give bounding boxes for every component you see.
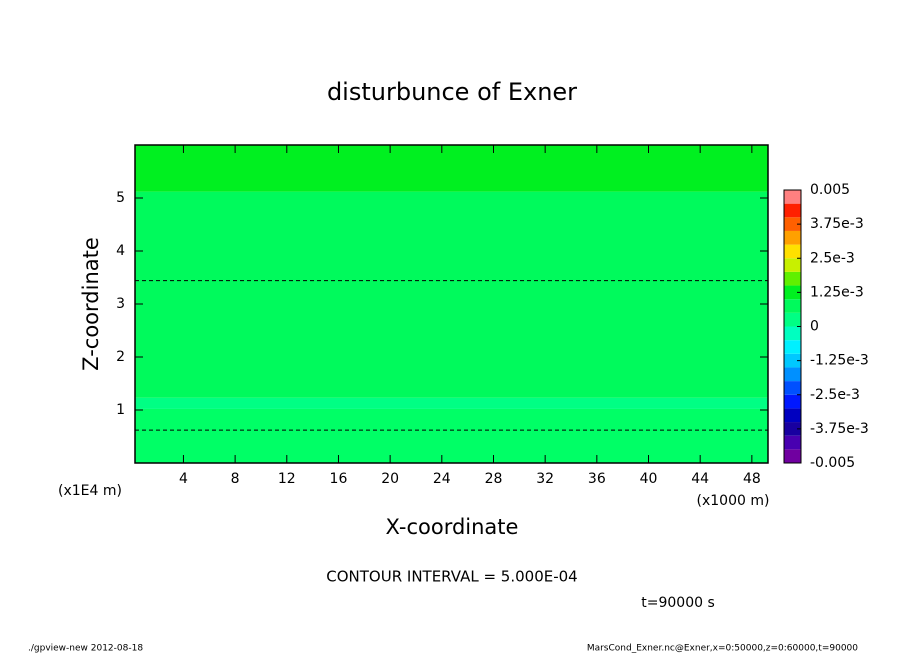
x-tick-label: 8 [231, 471, 240, 487]
y-unit: (x1E4 m) [58, 483, 122, 499]
colorbar-swatch [784, 271, 801, 286]
x-tick-label: 44 [691, 471, 709, 487]
colorbar-swatch [784, 394, 801, 409]
colorbar-label: -3.75e-3 [810, 421, 869, 437]
fill-band [135, 408, 768, 463]
footer: ./gpview-new 2012-08-18 [28, 644, 143, 654]
colorbar-label: 0.005 [810, 182, 850, 198]
colorbar-swatch [784, 190, 801, 204]
colorbar-swatch [784, 217, 801, 231]
colorbar-swatch [784, 422, 801, 436]
colorbar-swatch [784, 312, 801, 327]
colorbar-label: 0 [810, 319, 819, 335]
x-tick-label: 40 [640, 471, 658, 487]
colorbar-swatch [784, 326, 801, 341]
x-tick-label: 12 [278, 471, 296, 487]
colorbar-label: -0.005 [810, 455, 855, 471]
y-tick-label: 3 [116, 296, 125, 312]
colorbar-label: 3.75e-3 [810, 216, 864, 232]
colorbar-label: 2.5e-3 [810, 250, 855, 266]
colorbar-label: -1.25e-3 [810, 353, 869, 369]
colorbar-swatch [784, 435, 801, 450]
colorbar-swatch [784, 449, 801, 463]
x-tick-label: 4 [179, 471, 188, 487]
colorbar-swatch [784, 381, 801, 395]
y-tick-label: 5 [116, 190, 125, 206]
colorbar-swatch [784, 244, 801, 259]
colorbar-label: -2.5e-3 [810, 387, 860, 403]
colorbar-swatch [784, 408, 801, 423]
colorbar-swatch [784, 367, 801, 382]
chart-title: disturbunce of Exner [327, 78, 577, 106]
colorbar-swatch [784, 340, 801, 354]
colorbar-swatch [784, 203, 801, 218]
x-tick-label: 20 [381, 471, 399, 487]
footer: MarsCond_Exner.nc@Exner,x=0:50000,z=0:60… [587, 644, 858, 654]
y-tick-label: 2 [116, 349, 125, 365]
x-tick-label: 28 [485, 471, 503, 487]
x-unit: (x1000 m) [697, 493, 770, 509]
fill-band [135, 191, 768, 398]
colorbar-label: 1.25e-3 [810, 284, 864, 300]
colorbar-swatch [784, 353, 801, 368]
y-tick-label: 4 [116, 243, 125, 259]
colorbar-swatch [784, 285, 801, 300]
x-tick-label: 16 [330, 471, 348, 487]
x-tick-label: 48 [743, 471, 761, 487]
x-tick-label: 36 [588, 471, 606, 487]
annotation: CONTOUR INTERVAL = 5.000E-04 [326, 568, 577, 586]
x-axis-label: X-coordinate [386, 515, 519, 539]
colorbar-swatch [784, 299, 801, 313]
y-axis-label: Z-coordinate [79, 237, 103, 371]
x-tick-label: 32 [536, 471, 554, 487]
colorbar-swatch [784, 230, 801, 245]
fill-band [135, 145, 768, 192]
y-tick-label: 1 [116, 402, 125, 418]
fill-band [135, 397, 768, 409]
colorbar-swatch [784, 258, 801, 272]
x-tick-label: 24 [433, 471, 451, 487]
annotation: t=90000 s [641, 595, 715, 611]
